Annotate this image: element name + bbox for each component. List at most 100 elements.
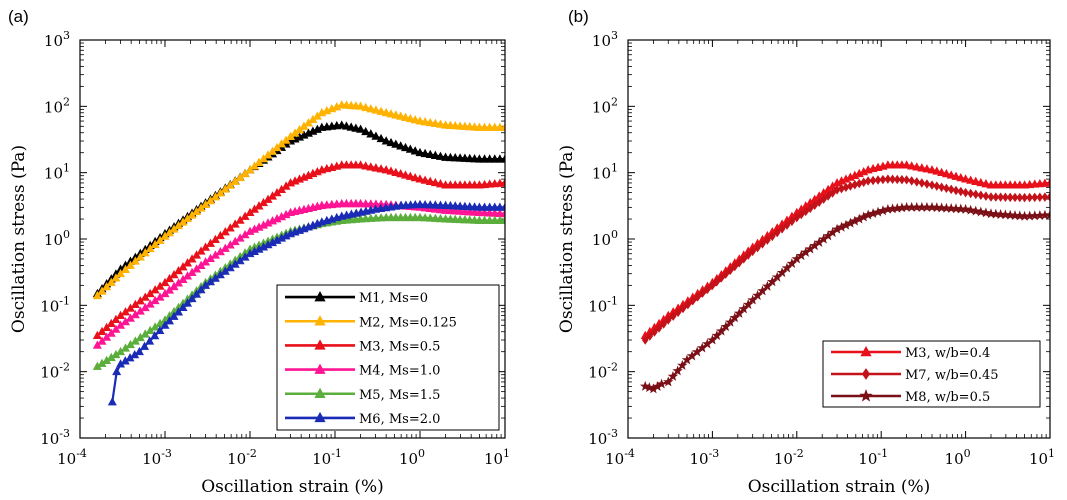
data-point [946,170,956,179]
legend-marker [314,387,326,398]
data-point [187,293,197,303]
data-point [1046,192,1050,202]
legend-entry: M3, w/b=0.4 [831,345,990,361]
data-point [106,277,116,286]
data-point [879,174,887,185]
data-point [927,165,937,174]
data-point [788,216,796,227]
data-point [864,176,872,186]
series-m3 [92,160,505,340]
data-point [92,290,102,300]
data-point [987,192,995,202]
data-point [744,250,752,260]
data-point [435,179,445,188]
data-point [966,175,976,184]
panel-label: (b) [568,7,589,26]
y-tick-labels: 10-3 10-2 10-1 100 101 102 103 [40,29,70,448]
data-point [381,136,391,145]
data-point [1044,209,1050,220]
data-point [500,122,505,131]
data-point [684,299,692,310]
data-point [169,311,179,320]
data-point [646,331,654,341]
legend-label: M7, w/b=0.45 [905,368,999,383]
data-point [1045,178,1050,187]
data-point [430,177,440,187]
data-point [425,176,435,185]
data-point [420,117,430,126]
data-point [415,116,425,125]
data-point [196,284,206,294]
data-point [116,268,126,278]
data-point [869,175,877,186]
data-point [371,163,381,172]
data-point [907,161,917,170]
data-point [1036,192,1044,202]
data-point [965,204,976,215]
data-point [140,341,150,350]
data-point [898,174,906,185]
x-tick-label: 10-3 [142,447,172,468]
y-tick-label: 10-2 [588,361,618,382]
data-point [361,102,371,112]
series-line [96,103,505,297]
data-point [111,273,121,282]
legend-entry: M6, Ms=2.0 [285,411,440,427]
data-point [694,292,701,302]
legend-entry: M8, w/b=0.5 [831,389,990,405]
data-point [391,110,401,119]
data-point [500,208,505,218]
data-point [933,181,941,191]
legend-box [276,284,500,431]
data-point [815,197,823,207]
data-point [405,171,415,180]
data-point [386,137,396,147]
data-point [656,378,667,389]
data-point [430,150,440,159]
y-tick-label: 102 [592,95,618,116]
x-tick-label: 10-2 [774,447,804,468]
data-point [430,118,440,127]
data-point [135,252,145,261]
data-point [908,176,915,186]
data-point [699,288,706,298]
data-point [977,190,985,200]
data-point [371,131,381,140]
data-point [820,194,827,204]
data-point [722,269,730,279]
data-point [500,154,505,163]
data-point [651,327,658,337]
data-point [669,311,677,321]
data-point [952,185,960,196]
data-point [500,215,505,224]
data-point [410,115,420,124]
data-point [178,302,188,312]
data-point [655,323,663,333]
minor-ticks [80,40,505,438]
data-point [111,324,121,333]
legend-marker [314,411,326,423]
y-axis-label: Oscillation stress (Pa) [557,145,577,333]
legend-label: M5, Ms=1.5 [359,388,440,403]
data-point [92,340,102,349]
data-point [150,239,160,249]
x-axis-label: Oscillation strain (%) [748,477,931,497]
data-point [824,191,832,201]
data-point [672,365,683,376]
legend-marker [314,339,326,350]
data-point [165,316,175,325]
data-point [1026,192,1033,203]
data-point [956,172,966,182]
legend: M1, Ms=0 M2, Ms=0.125 M3, Ms=0.5 M4, Ms=1.0… [276,284,500,431]
data-point [975,206,987,217]
legend-label: M3, Ms=0.5 [359,339,440,354]
y-axis-label: Oscillation stress (Pa) [9,145,29,333]
legend-entry: M1, Ms=0 [285,291,428,306]
plot-frame [627,39,1051,439]
data-point [396,141,406,150]
legend-entry: M3, Ms=0.5 [285,339,440,354]
data-point [992,192,1000,202]
data-point [713,276,721,287]
data-point [768,231,776,242]
